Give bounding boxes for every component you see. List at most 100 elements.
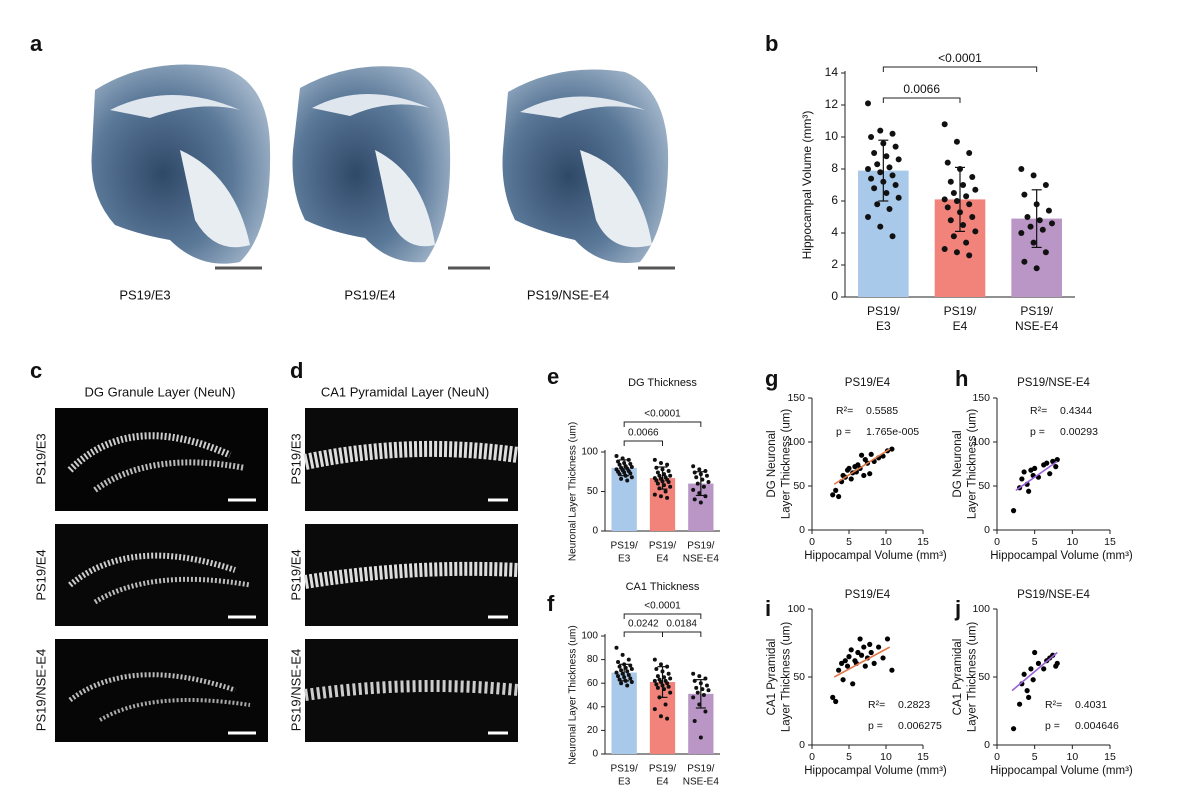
data-point [1035,660,1042,667]
y-tick-label: 150 [972,392,990,404]
data-point [883,190,890,196]
stat-value: 0.00293 [1060,426,1098,438]
image-caption: PS19/E4 [344,287,395,302]
panel-letter: j [954,596,961,621]
significance-bracket [623,421,702,427]
p-value: 0.0242 [628,619,659,630]
x-tick-label: NSE-E4 [683,554,720,565]
data-point [692,497,697,502]
data-point [941,246,948,252]
data-point [1030,172,1037,179]
data-point [969,214,976,220]
data-point [858,452,865,458]
row-label: PS19/E3 [33,433,48,484]
significance-bracket [623,631,663,637]
data-point [840,677,846,683]
data-point [698,735,703,740]
panel-letter: d [290,358,303,383]
y-axis-title: Hippocampal Volume (mm³) [800,111,814,260]
data-point [844,663,851,669]
p-value: <0.0001 [938,51,982,65]
stat-value: 0.5585 [866,405,898,417]
data-point [969,174,976,180]
y-tick-label: 14 [825,65,839,79]
data-point [895,194,902,201]
x-tick-label: NSE-E4 [1015,319,1059,333]
data-point [848,476,854,482]
x-tick-label: NSE-E4 [683,777,720,788]
y-tick-label: 0 [984,739,990,751]
data-point [972,186,979,193]
data-point [960,222,967,228]
stat-label: p = [836,426,851,438]
x-tick-label: PS19/ [687,764,714,775]
data-point [619,668,624,673]
data-point [889,130,896,137]
data-point [1028,666,1034,672]
x-axis-title: Hippocampal Volume (mm³) [804,550,947,562]
panel-letter: c [30,358,42,383]
x-tick-label: PS19/ [687,541,714,552]
data-point [665,681,670,686]
data-point [619,476,624,481]
y-tick-label: 50 [587,486,599,497]
data-point [1021,258,1028,265]
chart-title: PS19/E4 [845,589,891,601]
data-point [666,468,671,473]
data-point [1027,223,1034,230]
data-point [868,134,875,140]
stat-value: 0.2823 [898,699,930,711]
data-point [889,446,895,452]
data-point [665,462,670,467]
data-point [1019,476,1025,482]
data-point [865,166,871,172]
x-tick-label: 15 [1104,751,1116,763]
data-point [953,198,960,204]
data-point [629,680,634,685]
y-axis-title: CA1 Pyramidal [766,639,778,716]
stat-label: p = [1030,426,1045,438]
chart-title: CA1 Thickness [626,581,700,593]
data-point [620,652,625,657]
data-point [1021,469,1027,475]
data-point [701,484,706,489]
data-point [1018,230,1025,236]
data-point [895,156,902,163]
x-tick-label: 0 [809,536,815,548]
y-tick-label: 10 [825,129,839,143]
micrograph [55,524,268,626]
data-point [842,658,848,664]
y-tick-label: 20 [587,725,599,736]
row-label: PS19/NSE-E4 [33,649,48,731]
data-point [616,459,621,464]
data-point [950,190,957,196]
x-tick-label: 10 [880,751,892,763]
x-tick-label: PS19/ [611,541,638,552]
x-tick-label: PS19/ [944,304,977,318]
fit-line [1015,460,1058,492]
stat-value: 0.006275 [898,720,942,732]
data-point [619,681,624,686]
data-point [694,685,699,690]
y-axis-title: DG Neuronal [766,430,778,497]
data-point [889,172,896,179]
data-point [886,164,893,171]
y-tick-label: 50 [793,671,805,683]
x-axis-title: Hippocampal Volume (mm³) [804,765,947,777]
data-point [704,473,709,478]
data-point [941,121,948,128]
data-point [1054,660,1060,667]
micrograph [55,639,268,742]
data-point [691,671,696,676]
data-point [654,465,659,470]
panel-letter: f [547,591,555,616]
y-tick-label: 80 [587,654,599,665]
data-point [862,663,868,669]
data-point [947,178,954,185]
data-point [703,709,708,714]
image-caption: PS19/NSE-E4 [527,287,609,302]
data-point [657,473,662,478]
data-point [880,655,886,661]
data-point [877,169,884,176]
y-tick-label: 100 [972,603,990,615]
